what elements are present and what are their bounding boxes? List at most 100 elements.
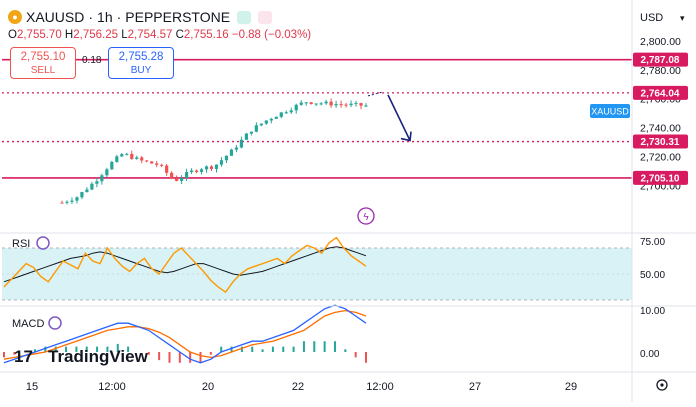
candle-body: [90, 183, 94, 190]
ohlc-readout: O2,755.70 H2,756.25 L2,754.57 C2,755.16 …: [8, 29, 311, 41]
level-labels: 2,787.08 2,764.04 2,730.31 2,705.10: [633, 52, 688, 185]
candle-body: [70, 200, 74, 202]
time-tick-label: 12:00: [98, 381, 126, 393]
candle-body: [194, 170, 199, 172]
candle-body: [180, 177, 184, 181]
candle-body: [120, 154, 124, 157]
level-label-text: 2,764.04: [641, 88, 680, 99]
buy-button[interactable]: 2,755.28 BUY: [108, 47, 174, 79]
candle-body: [294, 104, 298, 111]
candle-body: [140, 157, 144, 161]
candle-body: [115, 156, 119, 162]
candle-body: [259, 123, 263, 126]
candle-body: [319, 103, 323, 105]
tradingview-logo-icon: 17: [14, 347, 33, 366]
candle-body: [204, 166, 209, 170]
sell-button[interactable]: 2,755.10 SELL: [10, 47, 76, 79]
buy-price: 2,755.28: [118, 51, 164, 63]
macd-line: [3, 304, 367, 364]
candle-body: [175, 178, 179, 181]
candle-body: [314, 103, 318, 105]
low-value: 2,754.57: [127, 29, 173, 41]
candle-body: [155, 163, 159, 165]
spread-value: 0.18: [82, 55, 102, 66]
lightning-glyph: ϟ: [363, 212, 369, 223]
currency-label[interactable]: USD: [640, 12, 663, 24]
candle-body: [214, 164, 219, 169]
gold-symbol-icon: ●: [8, 10, 22, 24]
macd-settings-icon[interactable]: [48, 316, 62, 330]
market-open-icon[interactable]: [237, 10, 252, 24]
forecast-arrow-shaft: [387, 94, 411, 141]
rsi-tick-75: 75.00: [640, 237, 665, 248]
rsi-ma-line: [3, 246, 367, 283]
level-label-box: [633, 170, 688, 185]
macd-tick-10: 10.00: [640, 306, 665, 317]
level-label-box: [633, 134, 688, 149]
currency-chevron-icon[interactable]: ▾: [680, 13, 685, 23]
time-tick-label: 27: [469, 381, 481, 393]
candle-body: [289, 110, 293, 113]
candle-body: [219, 160, 224, 165]
candle-body: [274, 116, 278, 119]
candle-body: [189, 170, 194, 173]
time-tick-label: 12:00: [366, 381, 394, 393]
candle-body: [209, 166, 214, 169]
time-axis[interactable]: 15 12:00 20 22 12:00 27 29: [26, 381, 577, 393]
settings-gear-icon[interactable]: [656, 379, 668, 391]
time-tick-label: 22: [292, 381, 304, 393]
candle-body: [249, 131, 253, 134]
price-tick-label: 2,720.00: [640, 151, 681, 163]
candle-body: [199, 169, 204, 172]
candle-body: [304, 102, 308, 104]
rsi-lines: [3, 236, 367, 294]
symbol-header[interactable]: ● XAUUSD · 1h · PEPPERSTONE: [8, 6, 273, 28]
candle-body: [145, 160, 149, 162]
candle-body: [65, 201, 69, 203]
buy-label: BUY: [130, 65, 152, 76]
candle-body: [184, 172, 189, 178]
macd-tick-0: 0.00: [640, 349, 660, 360]
time-tick-label: 29: [565, 381, 577, 393]
price-tick-label: 2,740.00: [640, 123, 681, 135]
symbol-badge: [590, 104, 630, 118]
candle-body: [244, 133, 248, 140]
candle-body: [100, 175, 104, 182]
candle-body: [85, 189, 89, 193]
candle-body: [344, 104, 348, 106]
settings-gear-center: [660, 383, 664, 387]
price-tick-label: 2,800.00: [640, 36, 681, 48]
candle-body: [364, 105, 368, 107]
candle-body: [60, 202, 64, 204]
price-tick-label: 2,780.00: [640, 65, 681, 77]
open-value: 2,755.70: [16, 29, 62, 41]
candle-body: [334, 104, 338, 106]
rsi-tick-50: 50.00: [640, 270, 665, 281]
candle-body: [309, 102, 313, 104]
candle-body: [170, 172, 174, 179]
candle-body: [354, 103, 358, 105]
candle-body: [234, 147, 239, 150]
trade-icon[interactable]: [258, 10, 273, 24]
candle-body: [150, 161, 154, 164]
close-label: C: [175, 29, 184, 41]
time-tick-label: 15: [26, 381, 38, 393]
candle-body: [135, 157, 139, 159]
watermark: TradingView: [48, 347, 149, 366]
time-tick-label: 20: [202, 381, 214, 393]
high-label: H: [64, 29, 74, 41]
candle-body: [299, 102, 303, 105]
forecast-arrow: [367, 91, 412, 142]
rsi-label: RSI: [12, 238, 30, 250]
rsi-settings-icon[interactable]: [36, 236, 50, 250]
level-label-box: [633, 85, 688, 100]
macd-signal-line: [3, 309, 367, 360]
symbol-name: XAUUSD: [26, 9, 85, 25]
lightning-icon[interactable]: [357, 207, 375, 225]
candle-body: [165, 165, 169, 173]
candle-body: [75, 197, 79, 201]
level-label-box: [633, 52, 688, 67]
candle-body: [105, 169, 109, 176]
separator: ·: [116, 9, 122, 25]
